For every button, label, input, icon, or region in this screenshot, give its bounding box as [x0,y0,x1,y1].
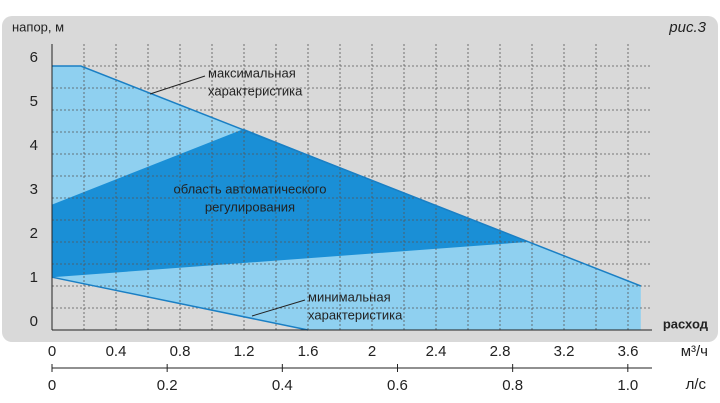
y-tick-label: 5 [30,93,38,110]
x2-tick-label: 0.4 [272,377,293,394]
annotation: характеристика [208,83,303,98]
x2-tick-label: 0 [48,377,56,394]
x-tick-label: 0.8 [170,343,191,360]
x-tick-label: 3.2 [554,343,575,360]
x-unit: м³/ч [681,343,708,360]
y-tick-label: 3 [30,181,38,198]
y-tick-label: 2 [30,225,38,242]
annotation: максимальная [208,65,296,80]
y-tick-label: 1 [30,269,38,286]
area [52,128,528,278]
x-tick-label: 0 [48,343,56,360]
x-axis-label: расход [663,316,709,331]
figure-label: рис.3 [668,19,706,36]
x-tick-label: 3.6 [618,343,639,360]
x-tick-label: 0.4 [106,343,127,360]
leader [251,299,306,317]
x2-tick-label: 0.2 [157,377,178,394]
x-tick-label: 1.6 [298,343,319,360]
y-axis-label: напор, м [12,19,64,34]
x-tick-label: 2 [368,343,376,360]
x-tick-label: 1.2 [234,343,255,360]
x2-tick-label: 0.6 [387,377,408,394]
annotation: область автоматического [174,181,327,196]
x-tick-label: 2.8 [490,343,511,360]
annotation: минимальная [308,289,391,304]
x-tick-label: 2.4 [426,343,447,360]
x2-unit: л/с [686,376,707,393]
leader [149,75,206,95]
annotation: характеристика [308,307,403,322]
y-tick-label: 0 [30,313,38,330]
y-tick-label: 6 [30,49,38,66]
x2-tick-label: 0.8 [502,377,523,394]
min-line [51,276,309,331]
max-line [52,65,642,287]
y-tick-label: 4 [30,137,38,154]
annotation: регулирования [205,199,295,214]
x2-tick-label: 1.0 [617,377,638,394]
